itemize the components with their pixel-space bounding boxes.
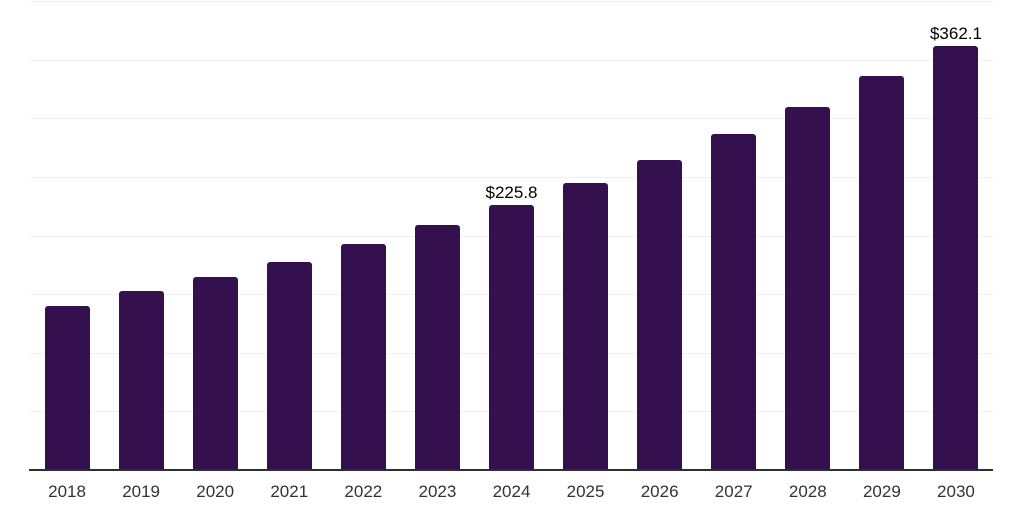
bar-2026 [637, 160, 683, 470]
x-tick-label-2025: 2025 [566, 482, 605, 501]
bar-2023 [414, 225, 460, 470]
gridline [30, 118, 993, 120]
gridline [30, 177, 993, 178]
x-tick-label-2019: 2019 [122, 482, 161, 501]
bar-2025 [563, 182, 609, 470]
gridline [30, 1, 993, 3]
data-label-2024: $225.8 [485, 183, 538, 203]
bar-2030 [933, 45, 979, 470]
x-tick-label-2024: 2024 [492, 482, 531, 501]
x-tick-label-2029: 2029 [862, 482, 901, 501]
bar-2027 [711, 133, 757, 470]
x-tick-label-2027: 2027 [714, 482, 753, 501]
bar-2018 [44, 306, 90, 470]
x-tick-label-2023: 2023 [418, 482, 457, 501]
x-tick-label-2030: 2030 [937, 482, 975, 501]
x-tick-label-2022: 2022 [344, 482, 383, 501]
bar-2029 [859, 75, 905, 470]
gridline [30, 59, 993, 61]
bar-2024 [489, 205, 534, 470]
x-tick-label-2020: 2020 [196, 482, 235, 501]
data-label-2030: $362.1 [929, 23, 982, 43]
x-tick-label-2028: 2028 [788, 482, 827, 501]
bar-2019 [118, 291, 164, 470]
x-axis-line [29, 469, 993, 471]
bar-2020 [192, 276, 238, 470]
bar-2021 [266, 261, 312, 470]
bar-2028 [785, 107, 831, 470]
x-tick-label-2021: 2021 [270, 482, 309, 501]
x-tick-label-2026: 2026 [640, 482, 679, 501]
bar-2022 [340, 244, 386, 470]
x-tick-label-2018: 2018 [48, 482, 86, 501]
